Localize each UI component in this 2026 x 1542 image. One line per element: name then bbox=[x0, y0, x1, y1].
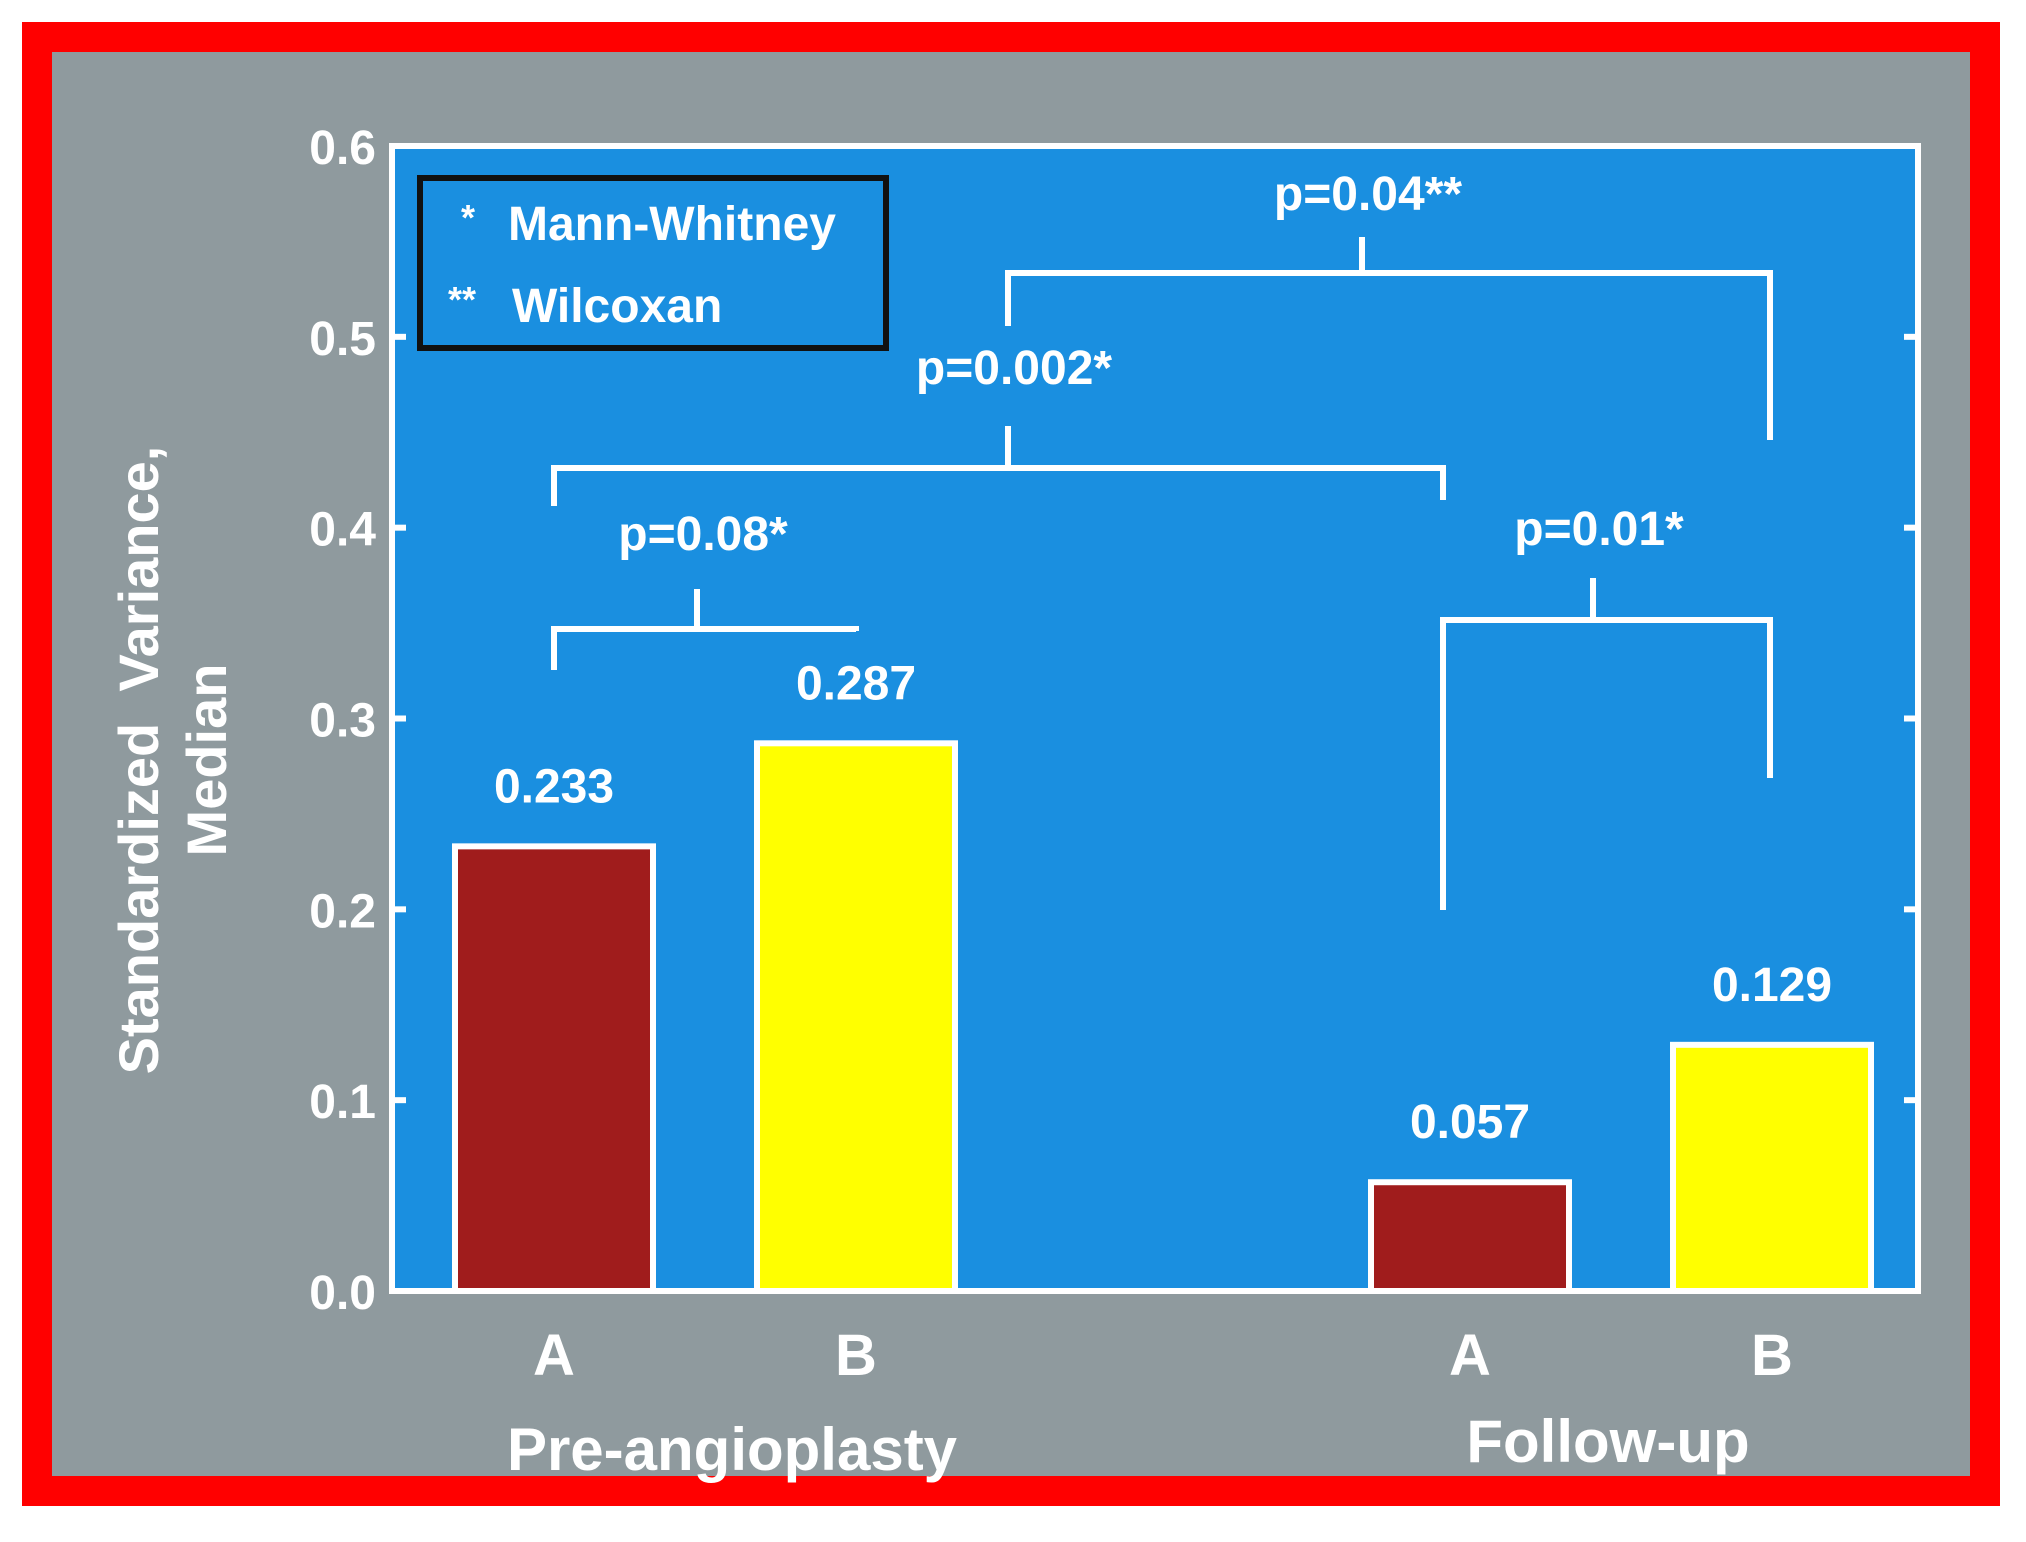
p-value-pre-a-vs-b-label: p=0.08* bbox=[618, 508, 788, 561]
group-label-follow-up: Follow-up bbox=[1466, 1408, 1749, 1475]
chart-slide: 0.0 0.1 0.2 0.3 0.4 0.5 0.6 0.233 A 0.287 B 0.057 A… bbox=[22, 22, 2000, 1506]
y-tick-label: 0.4 bbox=[309, 504, 376, 557]
significance-brackets: p=0.08* p=0.002* p=0.04** p=0.01* bbox=[551, 168, 1773, 910]
category-label: A bbox=[1449, 1323, 1491, 1388]
legend-label-wilcoxan: Wilcoxan bbox=[512, 280, 722, 333]
y-axis-label-line-2: Median bbox=[175, 664, 238, 857]
chart-svg: 0.0 0.1 0.2 0.3 0.4 0.5 0.6 0.233 A 0.287 B 0.057 A… bbox=[107, 122, 1921, 1483]
y-tick-label: 0.6 bbox=[309, 122, 376, 175]
bar-1-B bbox=[1670, 1041, 1874, 1295]
p-value-follow-a-vs-b-bracket bbox=[1440, 578, 1773, 910]
bar-value-label: 0.129 bbox=[1712, 959, 1832, 1012]
legend-box bbox=[417, 175, 889, 351]
legend-symbol-wilcoxan: ** bbox=[448, 279, 476, 320]
legend-symbol-mann-whitney: * bbox=[461, 197, 475, 238]
p-value-pre-vs-follow-b-bracket bbox=[1005, 237, 1773, 440]
bar-value-label: 0.057 bbox=[1410, 1096, 1530, 1149]
y-axis-label-line-1: Standardized Variance, bbox=[107, 446, 170, 1075]
bar-1-A bbox=[1368, 1179, 1572, 1294]
p-value-pre-a-vs-follow-a-bracket bbox=[551, 426, 1446, 506]
y-axis: 0.0 0.1 0.2 0.3 0.4 0.5 0.6 bbox=[309, 122, 1918, 1320]
legend: * Mann-Whitney ** Wilcoxan bbox=[417, 175, 889, 351]
p-value-follow-a-vs-b-label: p=0.01* bbox=[1514, 503, 1684, 556]
y-tick-label: 0.1 bbox=[309, 1076, 376, 1129]
group-label-pre-angioplasty: Pre-angioplasty bbox=[507, 1416, 958, 1483]
category-label: A bbox=[533, 1323, 575, 1388]
bar-0-A bbox=[452, 843, 656, 1294]
legend-label-mann-whitney: Mann-Whitney bbox=[508, 198, 836, 251]
y-tick-label: 0.5 bbox=[309, 313, 376, 366]
p-value-pre-a-vs-follow-a-label: p=0.002* bbox=[916, 342, 1112, 395]
category-label: B bbox=[1751, 1323, 1793, 1388]
p-value-pre-a-vs-b-bracket bbox=[551, 589, 859, 670]
bar-value-label: 0.287 bbox=[796, 657, 916, 710]
category-label: B bbox=[835, 1323, 877, 1388]
y-tick-label: 0.3 bbox=[309, 695, 376, 748]
y-tick-label: 0.2 bbox=[309, 885, 376, 938]
p-value-pre-vs-follow-b-label: p=0.04** bbox=[1274, 168, 1462, 221]
bars: 0.233 A 0.287 B 0.057 A 0.129 B bbox=[452, 657, 1874, 1388]
bar-value-label: 0.233 bbox=[494, 760, 614, 813]
y-tick-label: 0.0 bbox=[309, 1267, 376, 1320]
bar-0-B bbox=[754, 740, 958, 1294]
